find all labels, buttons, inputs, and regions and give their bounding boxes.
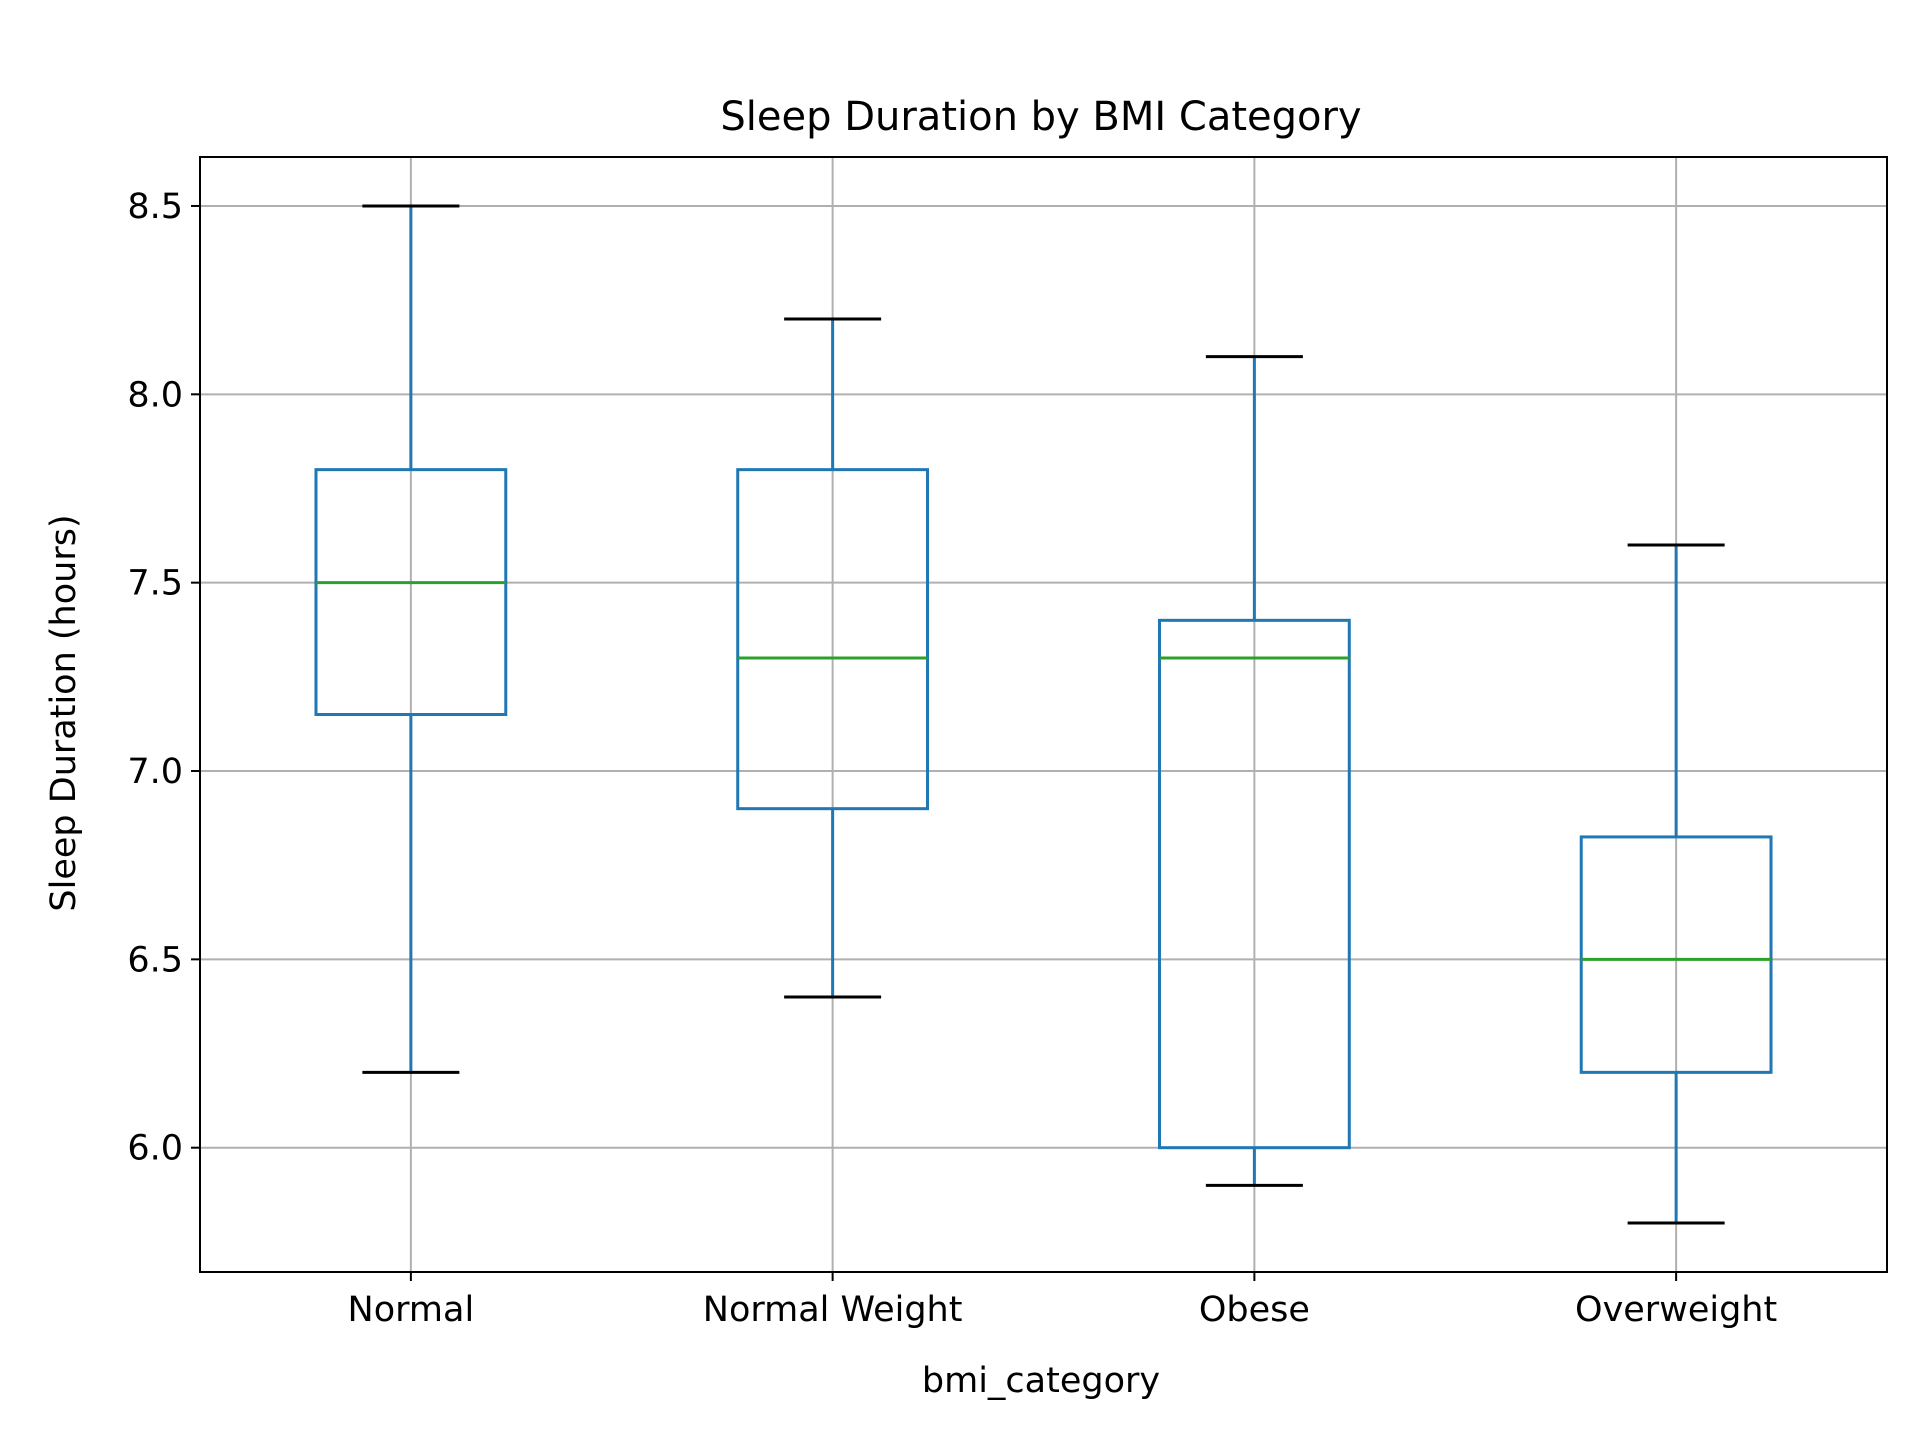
box-group [314,204,508,1074]
x-tick-label: Normal Weight [703,1290,963,1330]
y-tick-label: 6.5 [127,940,183,980]
box-group [1157,355,1351,1187]
plot-area-frame [199,156,1888,1273]
box-group [736,317,930,999]
box-iqr [314,468,508,717]
box-iqr [1157,618,1351,1150]
y-tick-label: 7.5 [127,564,183,604]
y-tick-label: 8.0 [127,375,183,415]
chart-title: Sleep Duration by BMI Category [720,94,1361,140]
x-tick-label: Overweight [1575,1290,1777,1330]
y-tick-label: 7.0 [127,752,183,792]
y-tick-label: 8.5 [127,187,183,227]
box-group [1579,543,1773,1225]
y-tick-label: 6.0 [127,1129,183,1169]
axis-ticks: 6.0 6.5 7.0 7.5 8.0 8.5 Normal Normal Weight Obe… [127,187,1777,1330]
x-tick-label: Normal [348,1290,475,1330]
box-iqr [1579,835,1773,1074]
box-series [314,204,1773,1225]
box-iqr [736,468,930,811]
x-tick-label: Obese [1199,1290,1310,1330]
y-axis-label: Sleep Duration (hours) [44,514,84,911]
x-axis-label: bmi_category [922,1361,1160,1401]
